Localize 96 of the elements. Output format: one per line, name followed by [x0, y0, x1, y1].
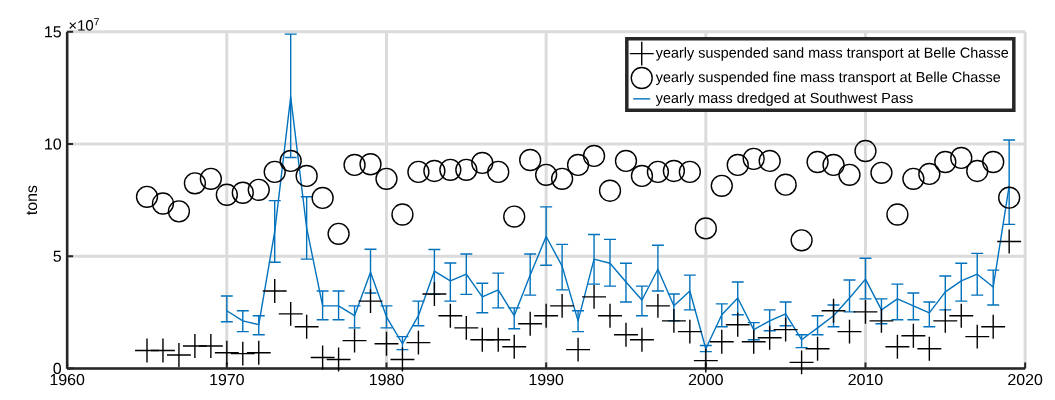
point	[662, 159, 686, 182]
point	[198, 333, 223, 358]
point	[726, 153, 749, 176]
point	[710, 174, 733, 197]
point	[966, 159, 989, 182]
point	[630, 164, 654, 187]
point	[295, 164, 318, 187]
point	[311, 186, 334, 209]
point	[918, 162, 941, 185]
point	[630, 327, 654, 352]
point	[822, 153, 845, 176]
point	[853, 299, 878, 324]
point	[566, 337, 591, 362]
point	[678, 160, 701, 183]
legend-label: yearly suspended fine mass transport at Belle Chasse	[655, 71, 1001, 85]
point	[343, 153, 366, 176]
point	[790, 229, 813, 252]
x-tick-label: 2020	[1008, 373, 1043, 386]
point	[582, 144, 606, 167]
point	[278, 301, 303, 326]
point	[693, 348, 718, 373]
point	[997, 229, 1022, 254]
point	[503, 205, 526, 228]
point	[677, 319, 702, 344]
point	[742, 147, 765, 170]
point	[151, 192, 175, 215]
x-tick-label: 1960	[50, 373, 85, 386]
point	[327, 222, 350, 245]
point	[215, 183, 238, 206]
point	[934, 150, 957, 174]
point	[550, 293, 575, 318]
point	[135, 185, 159, 208]
point	[598, 303, 622, 328]
point	[534, 303, 559, 328]
point	[214, 340, 239, 365]
point	[886, 203, 909, 226]
point	[151, 338, 175, 363]
point	[550, 167, 574, 190]
x-tick-label: 2010	[848, 373, 883, 386]
point	[487, 160, 510, 183]
point	[645, 293, 670, 318]
point	[358, 289, 383, 313]
point	[391, 203, 414, 226]
point	[758, 149, 781, 172]
x-tick-label: 1990	[529, 373, 564, 386]
point	[998, 186, 1021, 209]
y-tick-label: 15	[45, 26, 61, 38]
point	[982, 150, 1005, 174]
point	[854, 139, 877, 163]
point	[694, 217, 717, 240]
point	[614, 149, 638, 172]
y-tick-label: 10	[45, 138, 62, 150]
point	[582, 284, 606, 309]
text: ×10$^{7}$	[69, 17, 99, 31]
point	[407, 160, 430, 183]
point	[375, 167, 398, 190]
point	[423, 159, 446, 182]
point	[454, 315, 479, 340]
point	[166, 342, 191, 367]
point	[199, 167, 223, 190]
point	[646, 160, 670, 183]
point	[519, 148, 542, 171]
point	[661, 308, 686, 333]
point	[263, 160, 286, 183]
point	[598, 179, 622, 202]
point	[455, 158, 478, 181]
legend-label: yearly suspended sand mass transport at Belle Chasse	[655, 47, 1009, 61]
point	[247, 178, 270, 201]
point	[359, 152, 382, 176]
point	[806, 150, 829, 174]
point	[422, 281, 447, 306]
point	[262, 278, 287, 303]
x-tick-label: 1980	[369, 373, 404, 386]
point	[838, 163, 861, 186]
y-tick-label: 5	[53, 250, 61, 262]
point	[870, 161, 893, 184]
point	[933, 308, 958, 333]
point	[439, 158, 462, 181]
point	[950, 146, 973, 169]
point	[167, 200, 191, 223]
legend-label: yearly mass dredged at Southwest Pass	[655, 92, 913, 106]
point	[869, 308, 894, 333]
point	[231, 181, 254, 204]
point	[774, 173, 797, 196]
x-tick-label: 1970	[210, 373, 244, 386]
point	[518, 311, 543, 336]
y-tick-label: 0	[53, 362, 62, 374]
point	[279, 149, 302, 172]
point	[566, 153, 590, 176]
point	[534, 163, 558, 186]
point	[471, 151, 494, 174]
x-tick-label: 2000	[688, 373, 723, 386]
point	[902, 167, 925, 190]
point	[183, 172, 207, 195]
point	[614, 322, 638, 347]
y-axis-title: tons	[26, 185, 38, 215]
